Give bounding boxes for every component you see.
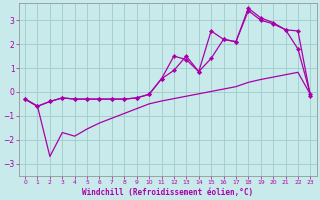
X-axis label: Windchill (Refroidissement éolien,°C): Windchill (Refroidissement éolien,°C)	[82, 188, 253, 197]
